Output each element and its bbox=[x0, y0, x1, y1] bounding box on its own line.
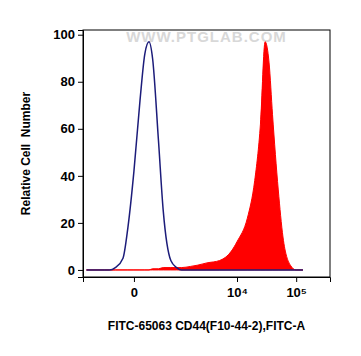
y-tick-mark bbox=[78, 176, 83, 177]
y-tick: 100 bbox=[53, 27, 83, 42]
y-axis: 0 20 40 60 80 100 bbox=[53, 27, 83, 277]
histogram-area bbox=[86, 42, 302, 270]
x-tick-label: 10⁵ bbox=[286, 285, 307, 300]
y-tick-mark bbox=[78, 129, 83, 130]
y-tick: 60 bbox=[61, 121, 83, 136]
x-tick-mark bbox=[296, 277, 297, 282]
x-tick-label: 0 bbox=[131, 285, 138, 300]
y-tick: 80 bbox=[61, 74, 83, 89]
x-tick-mark bbox=[134, 277, 135, 282]
y-tick-mark bbox=[78, 82, 83, 83]
y-tick-label: 20 bbox=[61, 216, 75, 231]
x-tick: 10⁴ bbox=[227, 277, 248, 300]
x-axis-line bbox=[84, 278, 331, 283]
y-tick-mark bbox=[78, 35, 83, 36]
x-tick: 10⁵ bbox=[286, 277, 307, 300]
y-axis-line bbox=[78, 31, 84, 278]
y-tick: 40 bbox=[61, 169, 83, 184]
y-axis-title: Relative Cell Number bbox=[19, 91, 33, 215]
x-axis-title: FITC-65063 CD44(F10-44-2),FITC-A bbox=[108, 319, 306, 333]
x-tick-label: 10⁴ bbox=[227, 285, 248, 300]
watermark: WWW.PTGLAB.COM bbox=[126, 28, 287, 45]
y-tick-label: 40 bbox=[61, 169, 75, 184]
x-tick-mark bbox=[237, 277, 238, 282]
y-tick: 20 bbox=[61, 216, 83, 231]
plot-area bbox=[86, 42, 302, 270]
plot-frame bbox=[83, 30, 330, 277]
chart: WWW.PTGLAB.COM 0 10⁴ 10⁵ 0 20 40 60 80 100 FITC-65… bbox=[0, 0, 361, 356]
y-tick-label: 60 bbox=[61, 121, 75, 136]
histogram-line bbox=[86, 42, 302, 270]
y-tick-mark bbox=[78, 270, 83, 271]
y-tick-label: 100 bbox=[53, 27, 75, 42]
y-tick-mark bbox=[78, 223, 83, 224]
x-axis: 0 10⁴ 10⁵ bbox=[84, 277, 331, 300]
y-tick-label: 0 bbox=[68, 263, 75, 278]
y-tick-label: 80 bbox=[61, 74, 75, 89]
x-tick: 0 bbox=[131, 277, 138, 300]
y-tick: 0 bbox=[68, 263, 83, 278]
